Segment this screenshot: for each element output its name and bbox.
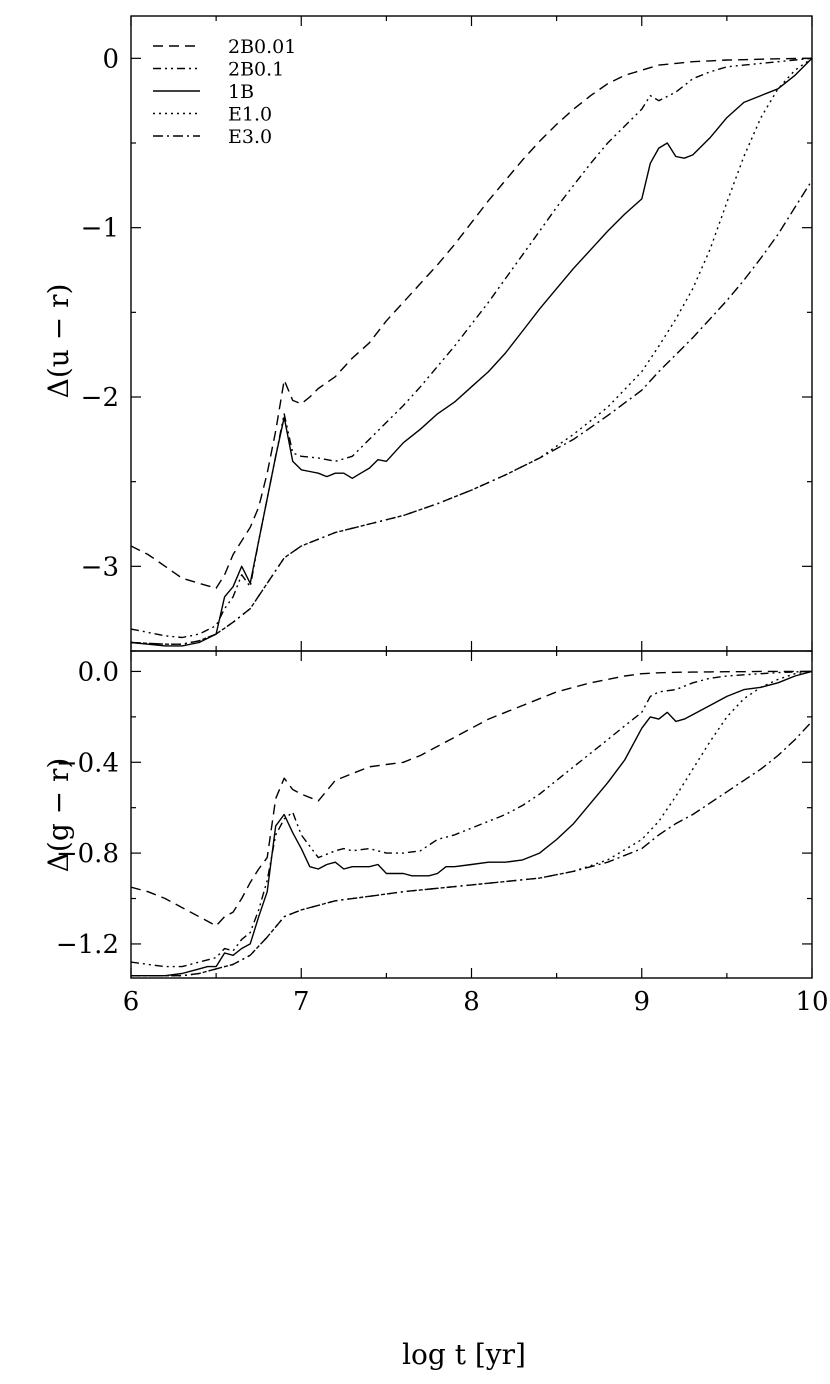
- top-y-tick-label: −2: [81, 383, 119, 413]
- top-series-1b: [131, 57, 812, 647]
- legend-label-e1-0: E1.0: [228, 104, 272, 126]
- bottom-series-2b0-01: [131, 670, 812, 927]
- top-y-axis-label: Δ(u − r): [42, 284, 75, 399]
- bottom-y-tick-label: 0.0: [78, 657, 119, 687]
- bottom-y-tick-label: −1.2: [56, 930, 119, 960]
- top-series-2b0-1: [131, 57, 812, 639]
- bottom-series-e1-0: [131, 670, 812, 977]
- bottom-series-e3-0: [131, 720, 812, 977]
- bottom-x-tick-label: 6: [123, 987, 140, 1017]
- top-y-tick-label: −3: [81, 552, 119, 582]
- legend-label-1b: 1B: [228, 81, 254, 103]
- bottom-panel: Δ(g − r) log t [yr] 6 7 8 9 10 0.0 −0.4 −0.8 −1.…: [42, 650, 829, 1371]
- bottom-y-tick-label: −0.4: [56, 748, 119, 778]
- top-y-tick-label: 0: [102, 44, 119, 74]
- top-series-e3-0: [131, 179, 812, 645]
- bottom-y-tick-label: −0.8: [56, 839, 119, 869]
- bottom-y-axis-label: Δ(g − r): [42, 758, 75, 873]
- bottom-x-tick-label: 7: [293, 987, 310, 1017]
- x-axis-label: log t [yr]: [402, 1338, 526, 1371]
- bottom-series-2b0-1: [131, 670, 812, 968]
- bottom-x-tick-label: 8: [463, 987, 480, 1017]
- legend-label-2b0-1: 2B0.1: [228, 59, 284, 81]
- bottom-x-tick-label: 10: [795, 987, 828, 1017]
- bottom-plot-frame: [130, 650, 813, 979]
- top-y-tick-label: −1: [81, 214, 119, 244]
- bottom-x-tick-label: 9: [633, 987, 650, 1017]
- legend-label-e3-0: E3.0: [228, 126, 272, 148]
- bottom-series-1b: [131, 670, 812, 977]
- top-series-2b0-01: [131, 57, 812, 589]
- legend-label-2b0-01: 2B0.01: [228, 36, 296, 58]
